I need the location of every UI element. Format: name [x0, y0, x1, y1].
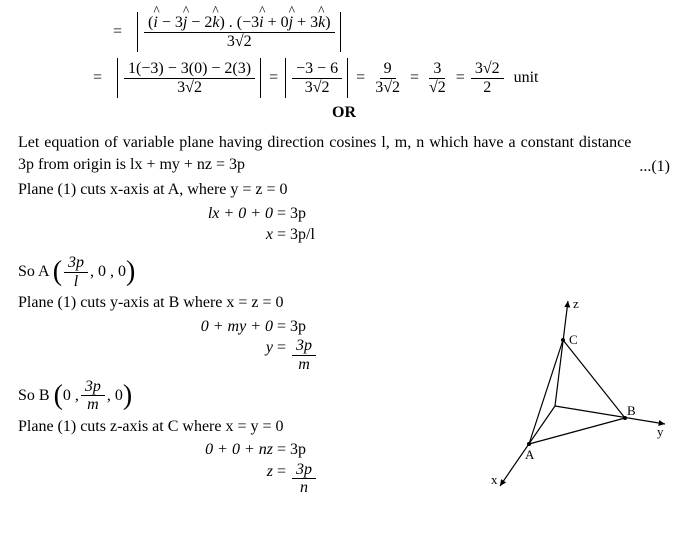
- axA-l1l: lx + 0 + 0: [208, 205, 273, 222]
- equation-1: = (i − 3j − 2k) . (−3i + 0j + 3k) 3√2: [18, 12, 670, 52]
- axC-l2n: 3p: [292, 461, 316, 480]
- axB-l2n: 3p: [292, 337, 316, 356]
- axC-l1r: 3p: [290, 441, 306, 458]
- eq2-f1d: 3√2: [371, 79, 404, 97]
- axA-l2r: 3p/l: [290, 226, 315, 243]
- eq2-f2d: √2: [425, 79, 450, 97]
- ptA-rest: , 0 , 0: [90, 261, 126, 283]
- eq2-expand-den: 3√2: [173, 79, 206, 97]
- eq2-unit: unit: [514, 69, 539, 86]
- axA-l1r: 3p: [290, 205, 306, 222]
- eq2-s1-num: −3 − 6: [292, 60, 342, 79]
- axA-l2l: x: [266, 226, 273, 243]
- eq2-f1n: 9: [380, 60, 396, 79]
- ptB-pre: 0 ,: [63, 385, 79, 407]
- equation-2: = 1(−3) − 3(0) − 2(3) 3√2 = −3 − 6 3√2 =…: [18, 58, 670, 98]
- eq2-f3n: 3√2: [471, 60, 504, 79]
- svg-text:B: B: [627, 403, 636, 418]
- axes-diagram: z y x A B C: [455, 296, 670, 498]
- align-block-A: lx + 0 + 0 = 3p x = 3p/l: [18, 203, 670, 246]
- plane-x-text: Plane (1) cuts x-axis at A, where y = z …: [18, 179, 670, 201]
- ptB-num: 3p: [81, 378, 105, 397]
- point-A: So A ( 3p l , 0 , 0 ): [18, 254, 670, 290]
- axC-l2l: z: [267, 463, 273, 480]
- axC-l2d: n: [296, 479, 312, 497]
- ptA-den: l: [70, 273, 82, 291]
- svg-text:A: A: [525, 447, 535, 462]
- eq2-f2n: 3: [429, 60, 445, 79]
- soB-prefix: So B: [18, 386, 50, 403]
- svg-text:y: y: [657, 424, 664, 439]
- svg-text:x: x: [491, 472, 498, 487]
- eq1-den: 3√2: [227, 33, 252, 50]
- svg-text:C: C: [569, 332, 578, 347]
- intro-text: Let equation of variable plane having di…: [18, 132, 631, 175]
- ptB-rest: , 0: [107, 385, 123, 407]
- ptA-num: 3p: [64, 254, 88, 273]
- axB-l2d: m: [294, 356, 314, 374]
- axB-l1l: 0 + my + 0: [201, 318, 273, 335]
- axB-l2l: y: [266, 339, 273, 356]
- svg-text:z: z: [573, 296, 579, 311]
- ptB-den: m: [83, 396, 103, 414]
- eq2-s1-den: 3√2: [301, 79, 334, 97]
- soA-prefix: So A: [18, 263, 49, 280]
- or-separator: OR: [18, 102, 670, 124]
- axC-l1l: 0 + 0 + nz: [205, 441, 273, 458]
- eq2-expand-num: 1(−3) − 3(0) − 2(3): [124, 60, 255, 79]
- axB-l1r: 3p: [290, 318, 306, 335]
- eq-ref-1: ...(1): [631, 156, 670, 178]
- eq2-f3d: 2: [479, 79, 495, 97]
